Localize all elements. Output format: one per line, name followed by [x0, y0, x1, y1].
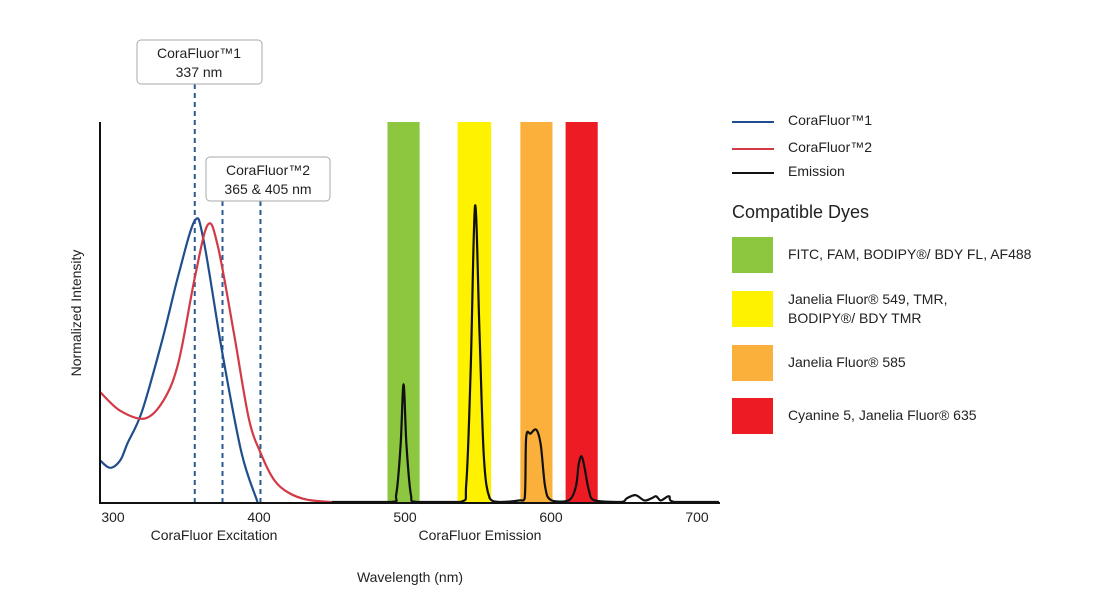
- legend-label: CoraFluor™1: [788, 112, 873, 128]
- spectrum-chart: 300 400 500 600 700 CoraFluor Excitation Cor…: [68, 39, 720, 585]
- dye-band-3: [565, 122, 598, 502]
- x-tick-label: 300: [101, 509, 125, 525]
- annotation-2-line1: CoraFluor™2: [226, 162, 310, 178]
- dye-swatch: [732, 237, 773, 273]
- x-axis-label: Wavelength (nm): [357, 569, 463, 585]
- dye-label: Janelia Fluor® 585: [788, 354, 906, 370]
- series-line-0: [99, 217, 259, 503]
- dye-swatch: [732, 291, 773, 327]
- dye-label: Cyanine 5, Janelia Fluor® 635: [788, 407, 977, 423]
- dye-band-0: [387, 122, 420, 502]
- dye-label: Janelia Fluor® 549, TMR, BODIPY®/ BDY TM…: [788, 291, 948, 326]
- annotation-1-line1: CoraFluor™1: [157, 45, 241, 61]
- annotation-corafluor1: CoraFluor™1 337 nm: [136, 39, 263, 85]
- compatible-dyes-title: Compatible Dyes: [732, 202, 870, 222]
- x-tick-label: 600: [539, 509, 563, 525]
- legend-line-icon: [732, 148, 774, 150]
- x-tick-label: 500: [393, 509, 417, 525]
- legend-label: Emission: [788, 163, 845, 179]
- dye-band-1: [457, 122, 492, 502]
- legend-label: CoraFluor™2: [788, 139, 873, 155]
- x-tick-label: 400: [247, 509, 271, 525]
- legend-line-icon: [732, 121, 774, 123]
- x-tick-label: 700: [685, 509, 709, 525]
- annotation-2-line2: 365 & 405 nm: [224, 181, 311, 197]
- dye-label: FITC, FAM, BODIPY®/ BDY FL, AF488: [788, 246, 1032, 262]
- series-line-1: [99, 222, 333, 504]
- y-axis-label: Normalized Intensity: [68, 250, 84, 377]
- legend-line-icon: [732, 172, 774, 174]
- section-label-excitation: CoraFluor Excitation: [151, 527, 278, 543]
- section-label-emission: CoraFluor Emission: [419, 527, 542, 543]
- annotation-corafluor2: CoraFluor™2 365 & 405 nm: [205, 156, 331, 202]
- dye-swatch: [732, 398, 773, 434]
- annotation-1-line2: 337 nm: [176, 64, 223, 80]
- dye-swatch: [732, 345, 773, 381]
